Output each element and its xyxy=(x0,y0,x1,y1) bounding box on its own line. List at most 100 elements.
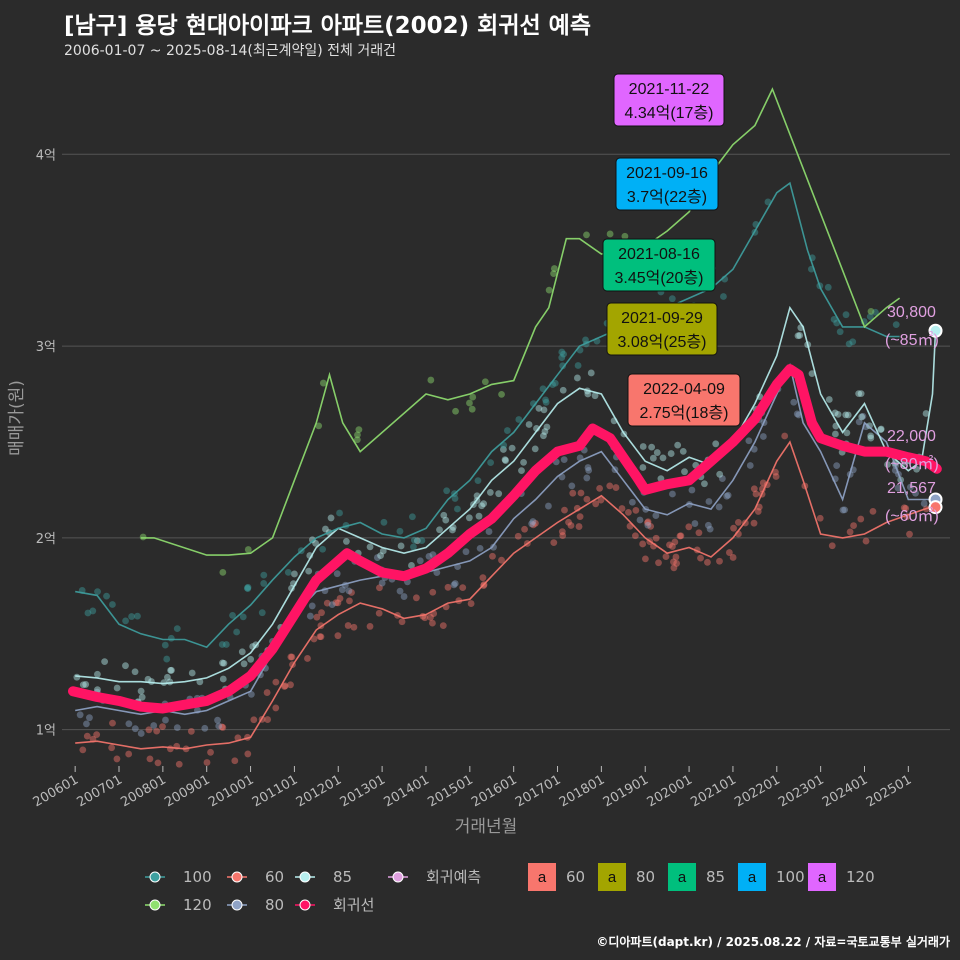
scatter-point-60 xyxy=(569,489,577,497)
scatter-point-60 xyxy=(304,655,311,662)
scatter-point-60 xyxy=(429,619,436,627)
scatter-point-60 xyxy=(606,482,614,490)
legend-label: 85 xyxy=(333,868,352,886)
scatter-point-85 xyxy=(639,443,647,450)
scatter-point-100 xyxy=(833,319,841,327)
scatter-point-60 xyxy=(550,539,558,547)
scatter-point-85 xyxy=(844,411,852,419)
x-tick-label: 201401 xyxy=(381,772,431,810)
scatter-point-60 xyxy=(828,542,836,550)
scatter-point-60 xyxy=(281,683,288,690)
scatter-point-85 xyxy=(465,514,473,522)
scatter-point-85 xyxy=(312,539,320,547)
scatter-point-85 xyxy=(591,392,599,400)
end-label-area: (~80㎡) xyxy=(885,455,939,473)
scatter-point-60 xyxy=(729,554,737,561)
scatter-point-80 xyxy=(378,579,386,587)
legend-box-label: 60 xyxy=(566,868,585,886)
scatter-point-85 xyxy=(858,413,866,421)
scatter-point-80 xyxy=(793,410,801,418)
scatter-point-85 xyxy=(440,511,448,519)
scatter-point-100 xyxy=(173,625,181,633)
scatter-point-100 xyxy=(574,362,582,369)
scatter-point-60 xyxy=(317,633,325,641)
y-tick-label: 2억 xyxy=(36,532,56,547)
series-line-120 xyxy=(140,87,901,556)
scatter-point-120 xyxy=(606,230,614,238)
x-tick-label: 200701 xyxy=(75,772,125,810)
scatter-point-60 xyxy=(652,534,660,542)
scatter-point-100 xyxy=(866,313,874,321)
scatter-point-80 xyxy=(652,512,660,520)
scatter-point-80 xyxy=(76,711,84,719)
callout-date: 2021-09-16 xyxy=(626,165,708,182)
scatter-point-100 xyxy=(163,655,171,663)
scatter-point-85 xyxy=(377,552,384,559)
scatter-point-120 xyxy=(452,407,459,415)
scatter-point-85 xyxy=(540,406,548,414)
scatter-point-60 xyxy=(759,479,767,487)
x-tick-label: 201701 xyxy=(513,772,563,810)
scatter-point-85 xyxy=(82,681,90,688)
scatter-point-85 xyxy=(73,673,81,681)
scatter-point-80 xyxy=(718,475,726,482)
scatter-point-85 xyxy=(188,669,196,677)
x-tick-label: 202501 xyxy=(864,772,914,810)
scatter-point-80 xyxy=(425,552,433,560)
legend-marker-swatch xyxy=(299,899,311,911)
scatter-point-85 xyxy=(500,446,507,453)
scatter-point-60 xyxy=(79,746,87,754)
series-line-80 xyxy=(75,362,931,716)
legend-label: 100 xyxy=(183,868,212,886)
scatter-point-100 xyxy=(474,477,482,484)
scatter-point-85 xyxy=(137,687,145,695)
scatter-point-85 xyxy=(701,480,708,488)
scatter-point-80 xyxy=(894,484,902,492)
scatter-point-120 xyxy=(219,568,227,576)
scatter-point-60 xyxy=(348,589,355,596)
scatter-point-85 xyxy=(808,370,816,378)
scatter-point-60 xyxy=(412,594,420,602)
scatter-point-120 xyxy=(427,376,435,384)
scatter-point-80 xyxy=(855,418,863,426)
scatter-point-85 xyxy=(659,454,667,462)
scatter-point-60 xyxy=(902,505,910,512)
scatter-point-60 xyxy=(219,724,227,731)
scatter-point-85 xyxy=(584,390,592,398)
scatter-point-100 xyxy=(443,487,451,495)
scatter-point-100 xyxy=(487,459,495,467)
scatter-point-100 xyxy=(892,321,900,329)
scatter-point-80 xyxy=(691,520,699,527)
scatter-point-60 xyxy=(316,633,324,641)
callout-date: 2022-04-09 xyxy=(643,381,725,398)
scatter-point-85 xyxy=(501,456,509,464)
scatter-point-80 xyxy=(173,724,181,732)
x-tick-label: 202401 xyxy=(820,772,870,810)
scatter-point-60 xyxy=(559,532,567,539)
scatter-point-80 xyxy=(839,506,847,514)
scatter-point-120 xyxy=(139,533,147,541)
callout-price: 3.08억(25층) xyxy=(617,333,706,351)
scatter-point-60 xyxy=(575,523,583,530)
scatter-point-60 xyxy=(109,719,116,727)
scatter-point-60 xyxy=(207,748,214,756)
legend-box-label: 100 xyxy=(776,868,805,886)
scatter-point-120 xyxy=(621,232,629,240)
scatter-point-85 xyxy=(867,432,875,440)
scatter-point-85 xyxy=(408,562,415,569)
scatter-point-100 xyxy=(836,328,844,336)
scatter-point-85 xyxy=(247,655,255,663)
scatter-point-85 xyxy=(831,409,839,417)
series-line-60 xyxy=(75,440,931,750)
legend-box-swatch xyxy=(528,863,556,891)
callout-box xyxy=(602,238,716,292)
y-axis-title: 매매가(원) xyxy=(7,380,27,456)
scatter-point-100 xyxy=(830,315,838,323)
scatter-point-60 xyxy=(145,726,153,734)
scatter-point-60 xyxy=(695,529,703,537)
legend-marker-swatch xyxy=(149,871,161,883)
scatter-point-80 xyxy=(529,518,537,525)
scatter-point-60 xyxy=(583,495,591,503)
scatter-point-60 xyxy=(862,537,870,545)
scatter-point-80 xyxy=(306,612,314,620)
